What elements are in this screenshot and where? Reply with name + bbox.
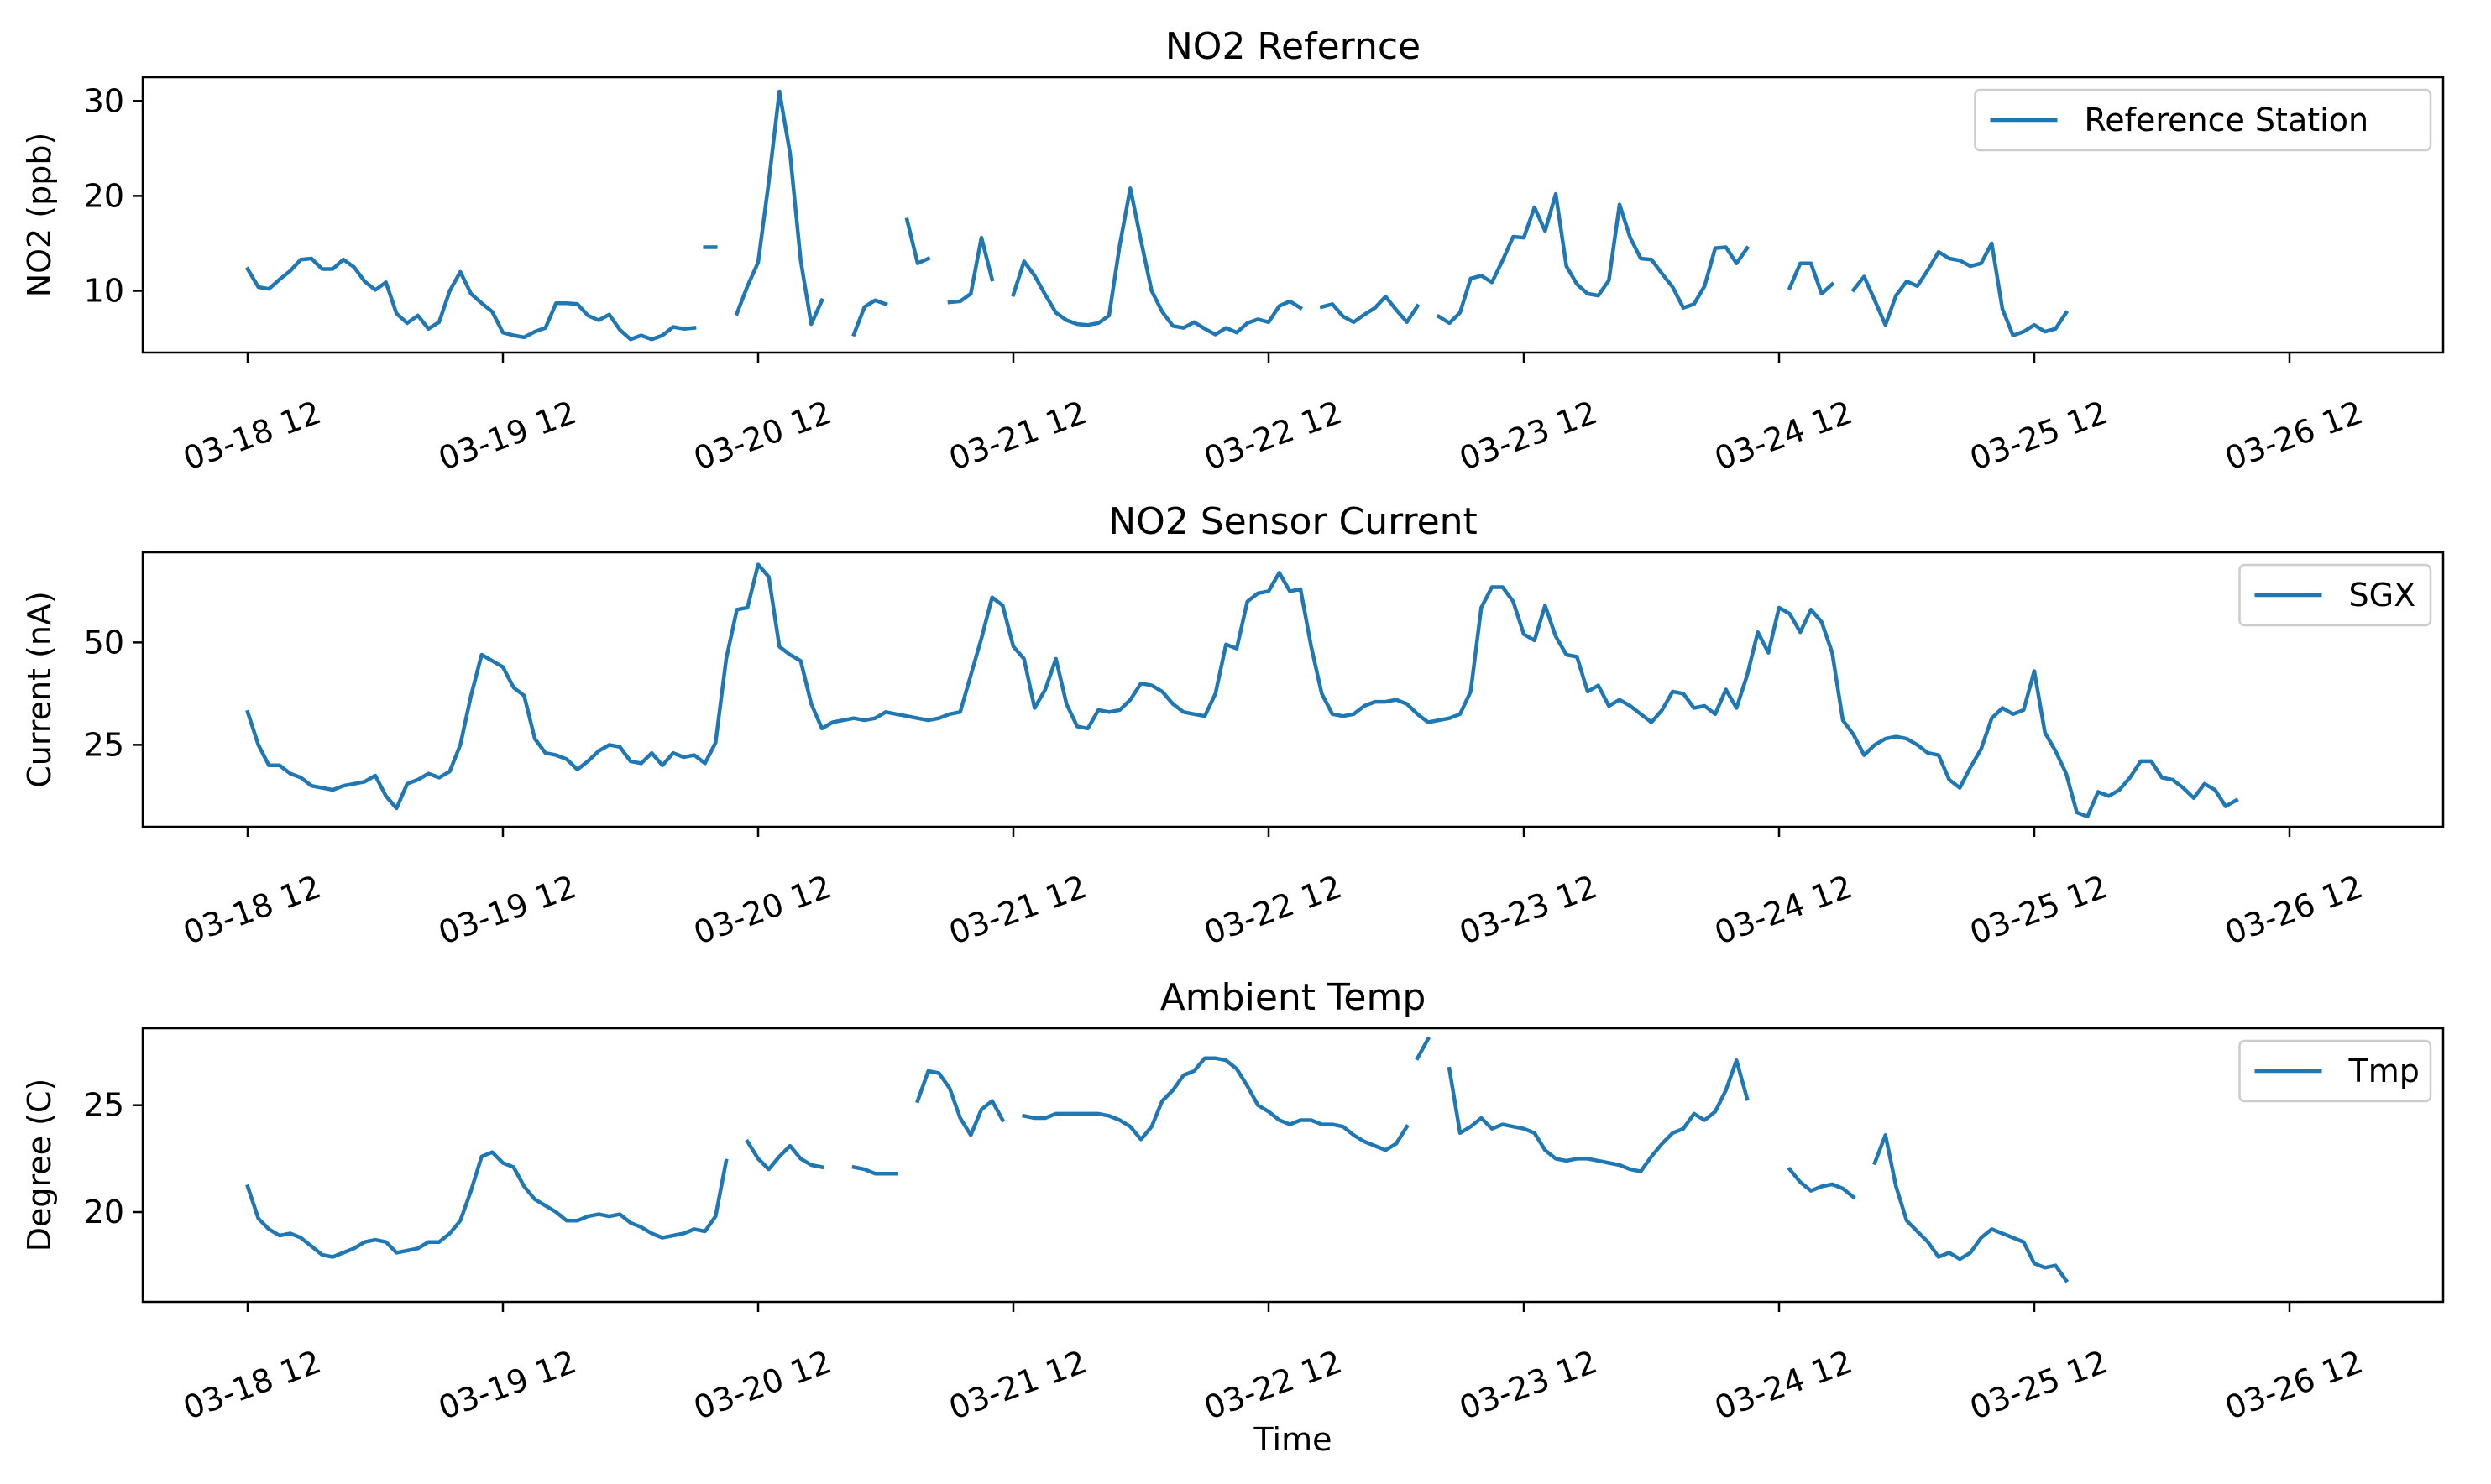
y-tick-label: 30	[84, 82, 124, 119]
legend: Reference Station	[1974, 88, 2432, 152]
legend-label: Reference Station	[2085, 102, 2369, 138]
chart-title: NO2 Refernce	[1165, 25, 1421, 68]
y-axis-label: NO2 (ppb)	[21, 133, 58, 298]
y-tick-label: 50	[84, 624, 124, 661]
y-axis-label: Degree (C)	[21, 1079, 58, 1252]
x-tick-label: 03-26 12	[2220, 394, 2368, 478]
y-tick-label: 20	[84, 1194, 124, 1231]
x-tick-label: 03-23 12	[1454, 868, 1602, 952]
chart-panel-3: Ambient Temp Degree (C) 20 25 03-18 12 03-19 …	[21, 976, 2445, 1458]
x-tick-label: 03-24 12	[1709, 1343, 1857, 1427]
x-tick-label: 03-26 12	[2220, 868, 2368, 952]
y-tick-label: 20	[84, 177, 124, 214]
series-line-tmp	[245, 1036, 2070, 1283]
x-tick-label: 03-20 12	[688, 868, 836, 952]
legend-label: Tmp	[2348, 1053, 2420, 1089]
x-tick-label: 03-21 12	[944, 1343, 1091, 1427]
x-tick-label: 03-22 12	[1199, 1343, 1347, 1427]
legend: SGX	[2238, 563, 2432, 627]
x-tick-label: 03-24 12	[1709, 868, 1857, 952]
axes-frame	[141, 76, 2445, 354]
series-line-sgx	[245, 562, 2239, 819]
x-tick-label: 03-20 12	[688, 1343, 836, 1427]
y-axis-label: Current (nA)	[21, 591, 58, 788]
chart-title: NO2 Sensor Current	[1108, 500, 1478, 543]
x-tick-label: 03-18 12	[178, 868, 326, 952]
legend-box	[2238, 563, 2432, 627]
x-tick-label: 03-19 12	[433, 394, 581, 478]
legend-box	[1974, 88, 2432, 152]
axes-frame	[141, 551, 2445, 828]
x-tick-label: 03-26 12	[2220, 1343, 2368, 1427]
x-tick-label: 03-19 12	[433, 1343, 581, 1427]
legend: Tmp	[2238, 1039, 2432, 1103]
y-tick-label: 25	[84, 1087, 124, 1124]
chart-panel-1: NO2 Refernce NO2 (ppb) 10 20 30 03-18 12 03-19…	[21, 25, 2445, 478]
x-tick-label: 03-23 12	[1454, 1343, 1602, 1427]
x-tick-label: 03-22 12	[1199, 394, 1347, 478]
y-tick-label: 10	[84, 272, 124, 309]
series-line-reference-station	[244, 89, 2070, 342]
axes-frame	[141, 1027, 2445, 1304]
legend-label: SGX	[2349, 577, 2416, 614]
x-tick-label: 03-23 12	[1454, 394, 1602, 478]
x-tick-label: 03-25 12	[1965, 394, 2112, 478]
x-tick-label: 03-20 12	[688, 394, 836, 478]
x-tick-label: 03-19 12	[433, 868, 581, 952]
y-tick-label: 25	[84, 726, 124, 763]
x-tick-label: 03-21 12	[944, 868, 1091, 952]
x-axis-label: Time	[1253, 1421, 1332, 1458]
x-tick-label: 03-24 12	[1709, 394, 1857, 478]
legend-box	[2238, 1039, 2432, 1103]
x-tick-label: 03-18 12	[178, 394, 326, 478]
x-tick-label: 03-21 12	[944, 394, 1091, 478]
x-tick-label: 03-18 12	[178, 1343, 326, 1427]
chart-title: Ambient Temp	[1160, 976, 1426, 1019]
x-tick-label: 03-25 12	[1965, 1343, 2112, 1427]
x-tick-label: 03-22 12	[1199, 868, 1347, 952]
x-tick-label: 03-25 12	[1965, 868, 2112, 952]
chart-panel-2: NO2 Sensor Current Current (nA) 25 50 03-18 …	[21, 500, 2445, 952]
